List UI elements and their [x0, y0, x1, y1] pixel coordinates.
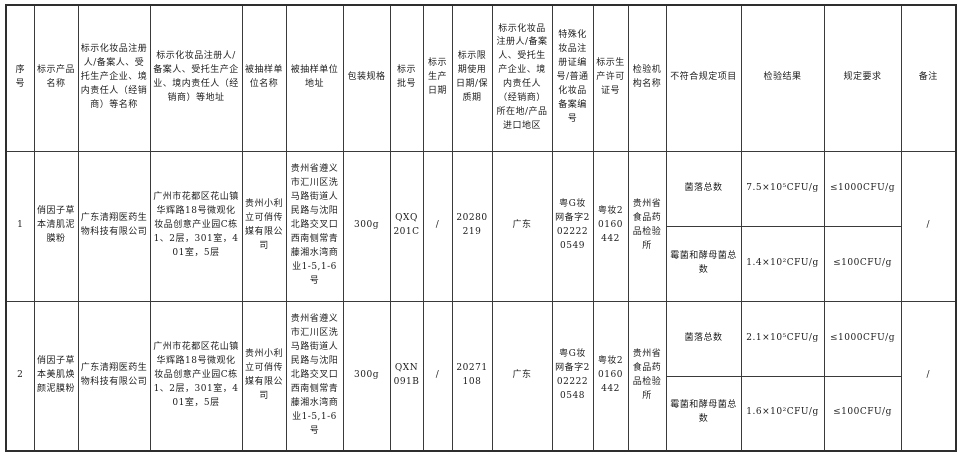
col-header-requirement: 规定要求 — [823, 4, 902, 152]
inspection-results-table: 序 号 标示产品名称 标示化妆品注册人/备案人、受托生产企业、境内责任人（经销商… — [5, 4, 957, 452]
col-header-batch-no: 标示批号 — [389, 4, 424, 152]
cell-sampled-unit-name: 贵州小利立可俏传媒有限公司 — [241, 300, 287, 452]
col-header-expiry-date: 标示限期使用日期/保质期 — [451, 4, 493, 152]
cell-product-name: 俏因子草本清肌泥膜粉 — [33, 150, 79, 302]
col-header-region: 标示化妆品注册人/备案人、受托生产企业、境内责任人（经销商）所在地/产品进口地区 — [491, 4, 553, 152]
col-header-registration-no: 特殊化妆品注册证编号/普通化妆品备案编号 — [551, 4, 594, 152]
cell-expiry-date: 20280219 — [451, 150, 493, 302]
cell-seq: 2 — [5, 300, 35, 452]
cell-license-no: 粤妆20160442 — [592, 300, 629, 452]
cell-registration-no: 粤G妆网备字2022220549 — [551, 150, 594, 302]
cell-sampled-unit-name: 贵州小利立可俏传媒有限公司 — [241, 150, 287, 302]
col-header-remark: 备注 — [900, 4, 957, 152]
col-header-inspection-agency: 检验机构名称 — [627, 4, 667, 152]
cell-requirement: ≤100CFU/g — [823, 225, 902, 302]
table-row: 1 俏因子草本清肌泥膜粉 广东清翔医药生物科技有限公司 广州市花都区花山镇华辉路… — [5, 150, 957, 302]
cell-inspection-result: 1.6×10²CFU/g — [740, 375, 825, 452]
cell-inspection-agency: 贵州省食品药品检验所 — [627, 150, 667, 302]
col-header-inspection-result: 检验结果 — [740, 4, 825, 152]
cell-sampled-unit-address: 贵州省遵义市汇川区洗马路街道人民路与沈阳北路交叉口西南侧常青藤湘水湾商业1-5,… — [285, 300, 344, 452]
cell-requirement: ≤1000CFU/g — [823, 150, 902, 227]
cell-inspection-result: 7.5×10⁵CFU/g — [740, 150, 825, 227]
cell-license-no: 粤妆20160442 — [592, 150, 629, 302]
cell-registrant-name: 广东清翔医药生物科技有限公司 — [77, 150, 151, 302]
cell-noncompliant-item: 霉菌和酵母菌总数 — [665, 375, 742, 452]
cell-region: 广东 — [491, 150, 553, 302]
table-row: 2 俏因子草本美肌焕颜泥膜粉 广东清翔医药生物科技有限公司 广州市花都区花山镇华… — [5, 300, 957, 452]
cell-inspection-result: 1.4×10²CFU/g — [740, 225, 825, 302]
cell-remark: / — [900, 300, 957, 452]
cell-region: 广东 — [491, 300, 553, 452]
cell-production-date: / — [422, 300, 453, 452]
cell-product-name: 俏因子草本美肌焕颜泥膜粉 — [33, 300, 79, 452]
cell-requirement: ≤1000CFU/g — [823, 300, 902, 377]
cell-seq: 1 — [5, 150, 35, 302]
cell-inspection-result: 2.1×10⁵CFU/g — [740, 300, 825, 377]
col-header-production-date: 标示生产日期 — [422, 4, 453, 152]
col-header-noncompliant-item: 不符合规定项目 — [665, 4, 742, 152]
cell-expiry-date: 20271108 — [451, 300, 493, 452]
cell-sampled-unit-address: 贵州省遵义市汇川区洗马路街道人民路与沈阳北路交叉口西南侧常青藤湘水湾商业1-5,… — [285, 150, 344, 302]
cell-registrant-name: 广东清翔医药生物科技有限公司 — [77, 300, 151, 452]
cell-package-spec: 300g — [342, 150, 391, 302]
cell-inspection-agency: 贵州省食品药品检验所 — [627, 300, 667, 452]
cell-remark: / — [900, 150, 957, 302]
cell-noncompliant-item: 菌落总数 — [665, 150, 742, 227]
cell-production-date: / — [422, 150, 453, 302]
cell-requirement: ≤100CFU/g — [823, 375, 902, 452]
col-header-package-spec: 包装规格 — [342, 4, 391, 152]
header-row: 序 号 标示产品名称 标示化妆品注册人/备案人、受托生产企业、境内责任人（经销商… — [5, 4, 957, 152]
cell-package-spec: 300g — [342, 300, 391, 452]
cell-noncompliant-item: 菌落总数 — [665, 300, 742, 377]
cell-noncompliant-item: 霉菌和酵母菌总数 — [665, 225, 742, 302]
col-header-registrant-address: 标示化妆品注册人/备案人、受托生产企业、境内责任人（经销商）等地址 — [149, 4, 243, 152]
cell-batch-no: QXQ201C — [389, 150, 424, 302]
cell-registration-no: 粤G妆网备字2022220548 — [551, 300, 594, 452]
col-header-product-name: 标示产品名称 — [33, 4, 79, 152]
col-header-sampled-unit-address: 被抽样单位地址 — [285, 4, 344, 152]
col-header-registrant-name: 标示化妆品注册人/备案人、受托生产企业、境内责任人（经销商）等名称 — [77, 4, 151, 152]
col-header-license-no: 标示生产许可证号 — [592, 4, 629, 152]
cell-batch-no: QXN091B — [389, 300, 424, 452]
table-subrow: 霉菌和酵母菌总数 1.4×10²CFU/g ≤100CFU/g — [6, 225, 956, 302]
table-subrow: 霉菌和酵母菌总数 1.6×10²CFU/g ≤100CFU/g — [6, 375, 956, 452]
cell-registrant-address: 广州市花都区花山镇华辉路18号微观化妆品创意产业园C栋1、2层，301室，401… — [149, 300, 243, 452]
col-header-seq: 序 号 — [5, 4, 35, 152]
cell-registrant-address: 广州市花都区花山镇华辉路18号微观化妆品创意产业园C栋1、2层，301室，401… — [149, 150, 243, 302]
col-header-sampled-unit-name: 被抽样单位名称 — [241, 4, 287, 152]
